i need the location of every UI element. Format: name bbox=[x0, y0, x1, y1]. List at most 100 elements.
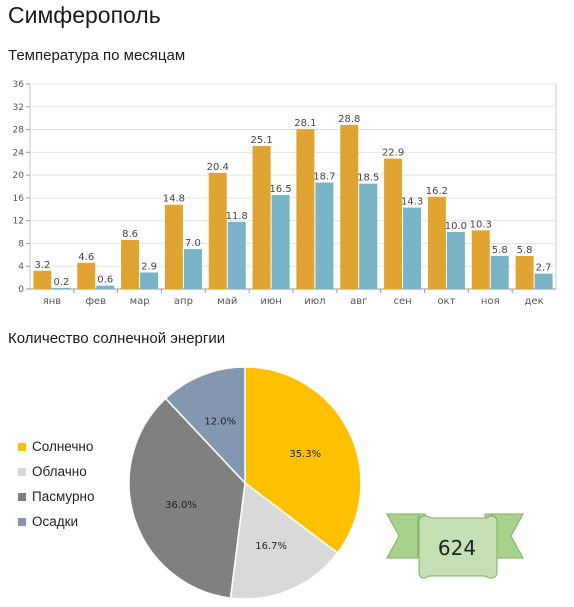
bar-value-label: 20.4 bbox=[207, 162, 229, 173]
legend-item: Облачно bbox=[18, 459, 94, 484]
bar-value-label: 2.9 bbox=[141, 261, 157, 272]
bar-day bbox=[121, 240, 140, 289]
bar-value-label: 16.5 bbox=[269, 184, 291, 195]
legend-item: Осадки bbox=[18, 509, 94, 534]
bar-value-label: 10.0 bbox=[445, 221, 467, 232]
bar-night bbox=[403, 207, 422, 289]
bar-day bbox=[471, 230, 490, 289]
bar-value-label: 28.8 bbox=[338, 114, 360, 125]
x-tick-label: авг bbox=[350, 296, 367, 307]
x-tick-label: фев bbox=[85, 296, 106, 307]
pie-slice-label: 16.7% bbox=[255, 541, 287, 552]
x-tick-label: мар bbox=[130, 296, 150, 307]
bar-value-label: 28.1 bbox=[294, 118, 316, 129]
y-tick-label: 36 bbox=[13, 80, 25, 90]
legend-swatch bbox=[18, 492, 26, 501]
bar-value-label: 14.8 bbox=[163, 194, 185, 205]
x-tick-label: дек bbox=[525, 296, 544, 307]
y-tick-label: 4 bbox=[18, 262, 24, 272]
sunshine-chart-title: Количество солнечной энергии bbox=[8, 330, 226, 347]
pie-slice bbox=[128, 397, 246, 599]
bar-day bbox=[515, 255, 534, 289]
sunshine-pie-chart: 35.3% 16.7% 36.0% 12.0% bbox=[128, 366, 362, 600]
legend-item: Пасмурно bbox=[18, 484, 94, 509]
pie-slice bbox=[164, 366, 246, 485]
bar-day bbox=[33, 270, 52, 289]
bar-value-label: 0.2 bbox=[53, 277, 69, 288]
city-title: Симферополь bbox=[8, 2, 161, 28]
y-tick-label: 32 bbox=[13, 103, 24, 113]
x-tick-label: янв bbox=[43, 296, 62, 307]
bar-night bbox=[183, 249, 202, 289]
y-tick-label: 12 bbox=[13, 217, 24, 227]
bar-night bbox=[534, 273, 553, 289]
y-tick-label: 20 bbox=[13, 171, 25, 181]
legend-item: Солнечно bbox=[18, 434, 94, 459]
bar-night bbox=[446, 232, 465, 289]
bar-value-label: 22.9 bbox=[382, 148, 404, 159]
temperature-bar-chart: 0 4 8 12 16 20 24 28 32 36 янв 3.20.2 фев 4.6 0.6 мар 8.… bbox=[13, 80, 557, 307]
bar-value-label: 5.8 bbox=[517, 245, 533, 256]
bar-value-label: 14.3 bbox=[401, 197, 423, 208]
bar-value-label: 16.2 bbox=[426, 186, 448, 197]
legend-swatch bbox=[18, 442, 26, 451]
legend-swatch bbox=[18, 467, 26, 476]
legend-label: Осадки bbox=[32, 514, 79, 529]
pie-slice-label: 36.0% bbox=[165, 500, 197, 511]
y-tick-label: 0 bbox=[18, 285, 24, 295]
bar-night bbox=[271, 195, 290, 289]
x-tick-label: окт bbox=[437, 296, 455, 307]
bar-day bbox=[296, 128, 315, 289]
sunshine-legend: Солнечно Облачно Пасмурно Осадки bbox=[18, 434, 94, 534]
bar-night bbox=[96, 285, 115, 289]
y-tick-label: 16 bbox=[13, 194, 25, 204]
bar-day bbox=[384, 158, 403, 289]
bar-day bbox=[208, 172, 227, 289]
legend-label: Облачно bbox=[32, 464, 87, 479]
bar-night bbox=[315, 182, 334, 289]
bar-night bbox=[490, 255, 509, 289]
bar-day bbox=[77, 262, 96, 289]
bar-day bbox=[252, 146, 271, 289]
pie-slice-label: 12.0% bbox=[204, 416, 236, 427]
bar-night bbox=[52, 287, 71, 289]
bar-value-label: 5.8 bbox=[492, 245, 508, 256]
ribbon-banner-icon bbox=[386, 513, 524, 579]
temperature-chart-title: Температура по месяцам bbox=[8, 47, 186, 64]
x-tick-label: май bbox=[217, 296, 237, 307]
legend-label: Пасмурно bbox=[32, 489, 95, 504]
bar-value-label: 18.5 bbox=[357, 173, 379, 184]
bar-night bbox=[140, 272, 159, 289]
bar-value-label: 3.2 bbox=[34, 260, 50, 271]
pie-slice bbox=[229, 481, 339, 600]
bar-value-label: 18.7 bbox=[313, 172, 335, 183]
bar-night bbox=[227, 221, 246, 289]
bar-value-label: 10.3 bbox=[470, 219, 492, 230]
bar-value-label: 4.6 bbox=[78, 252, 94, 263]
bar-day bbox=[164, 204, 183, 289]
pie-slice bbox=[244, 366, 362, 554]
bar-value-label: 0.6 bbox=[97, 275, 113, 286]
ribbon-badge: 624 bbox=[386, 513, 524, 579]
bar-day bbox=[427, 196, 446, 289]
badge-value: 624 bbox=[438, 536, 476, 560]
y-tick-label: 8 bbox=[18, 239, 24, 249]
bar-value-label: 25.1 bbox=[250, 135, 272, 146]
bar-value-label: 11.8 bbox=[226, 211, 248, 222]
x-tick-label: сен bbox=[393, 296, 411, 307]
legend-swatch bbox=[18, 517, 26, 526]
plot-area bbox=[29, 83, 557, 290]
bar-night bbox=[359, 183, 378, 289]
bar-value-label: 2.7 bbox=[536, 263, 552, 274]
x-tick-label: июл bbox=[304, 296, 325, 307]
bar-value-label: 7.0 bbox=[185, 238, 201, 249]
pie-slice-label: 35.3% bbox=[289, 449, 321, 460]
bar-day bbox=[340, 125, 359, 289]
y-tick-label: 28 bbox=[13, 126, 25, 136]
legend-label: Солнечно bbox=[32, 439, 94, 454]
bar-value-label: 8.6 bbox=[122, 229, 138, 240]
x-tick-label: апр bbox=[174, 296, 193, 307]
y-tick-label: 24 bbox=[13, 148, 25, 158]
x-tick-label: ноя bbox=[481, 296, 500, 307]
x-tick-label: июн bbox=[260, 296, 281, 307]
